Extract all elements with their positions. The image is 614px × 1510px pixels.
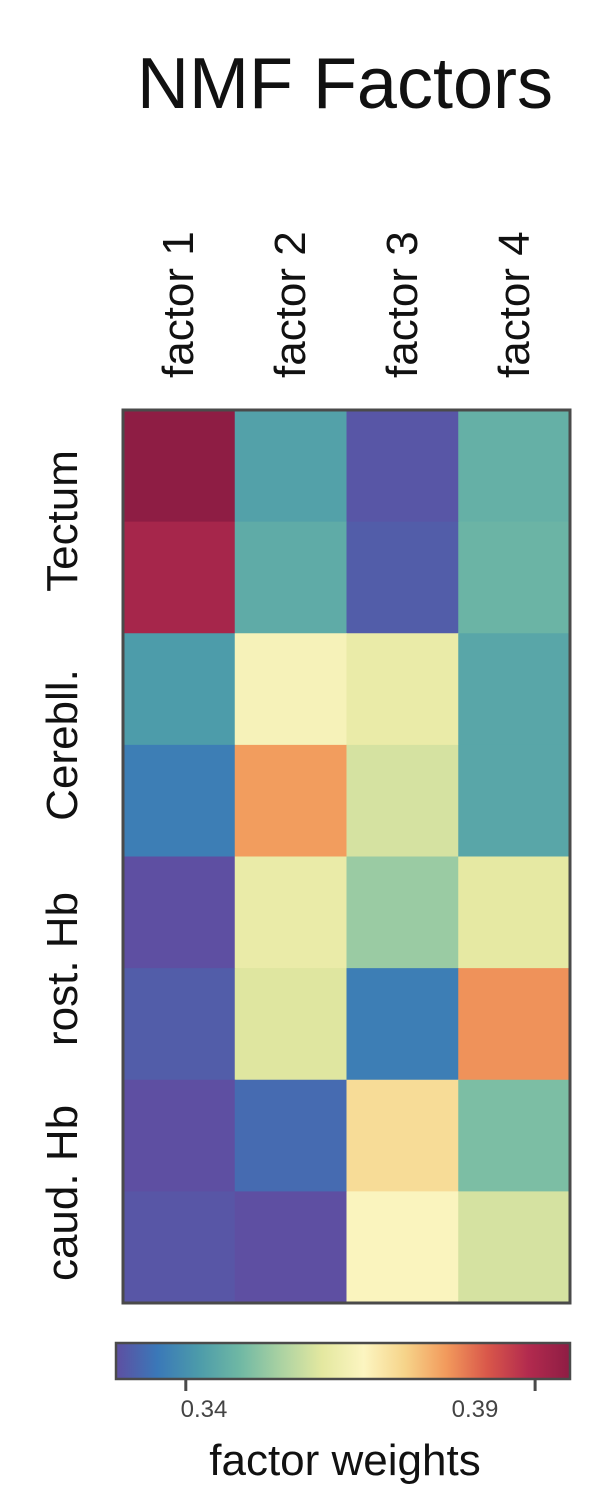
- heatmap-cell-r2-c3: [346, 521, 459, 634]
- heatmap-cell-r1-c4: [458, 410, 571, 523]
- heatmap-cell-r3-c3: [346, 633, 459, 746]
- heatmap-cell-r3-c2: [234, 633, 348, 746]
- heatmap-cell-r6-c4: [458, 968, 571, 1081]
- column-label-factor-2: factor 2: [266, 231, 315, 378]
- row-labels: Tectum Cerebll. rost. Hb caud. Hb: [38, 450, 87, 1281]
- heatmap-cell-r4-c2: [234, 744, 348, 858]
- column-label-factor-3: factor 3: [378, 231, 427, 378]
- column-label-factor-4: factor 4: [490, 231, 539, 378]
- heatmap-cell-r6-c3: [346, 968, 459, 1081]
- heatmap-cells: [123, 410, 571, 1304]
- heatmap-cell-r5-c1: [123, 856, 236, 969]
- heatmap-cell-r7-c1: [123, 1079, 236, 1192]
- heatmap-cell-r7-c3: [346, 1079, 459, 1192]
- heatmap-cell-r8-c3: [346, 1191, 459, 1304]
- heatmap-cell-r1-c3: [346, 410, 459, 523]
- colorbar-tick-label-1: 0.39: [452, 1396, 499, 1423]
- heatmap-cell-r1-c2: [234, 410, 348, 523]
- heatmap-cell-r3-c1: [123, 633, 236, 746]
- row-label-rost-hb: rost. Hb: [38, 892, 87, 1046]
- heatmap-cell-r4-c4: [458, 744, 571, 858]
- heatmap-cell-r5-c2: [234, 856, 348, 969]
- heatmap-cell-r2-c1: [123, 521, 236, 634]
- heatmap-frame: [121, 408, 572, 1305]
- heatmap-cell-r1-c1: [123, 410, 236, 523]
- heatmap-cell-r3-c4: [458, 633, 571, 746]
- heatmap-cell-r2-c4: [458, 521, 571, 634]
- colorbar: [114, 1341, 572, 1381]
- heatmap-cell-r7-c2: [234, 1079, 348, 1192]
- column-label-factor-1: factor 1: [154, 231, 203, 378]
- heatmap-cell-r8-c2: [234, 1191, 348, 1304]
- colorbar-label: factor weights: [209, 1436, 480, 1485]
- colorbar-ticks: [184, 1379, 537, 1391]
- heatmap-cell-r6-c1: [123, 968, 236, 1081]
- colorbar-tick-label-0: 0.34: [181, 1396, 228, 1423]
- heatmap-cell-r2-c2: [234, 521, 348, 634]
- row-label-caud-hb: caud. Hb: [38, 1105, 87, 1281]
- heatmap-cell-r4-c3: [346, 744, 459, 858]
- heatmap-cell-r5-c4: [458, 856, 571, 969]
- row-label-cerebll: Cerebll.: [38, 669, 87, 821]
- heatmap-cell-r8-c4: [458, 1191, 571, 1304]
- heatmap-cell-r4-c1: [123, 744, 236, 858]
- heatmap-cell-r7-c4: [458, 1079, 571, 1192]
- column-labels: factor 1 factor 2 factor 3 factor 4: [154, 231, 539, 378]
- heatmap-cell-r6-c2: [234, 968, 348, 1081]
- heatmap-cell-r8-c1: [123, 1191, 236, 1304]
- heatmap-cell-r5-c3: [346, 856, 459, 969]
- chart-title: NMF Factors: [137, 44, 553, 124]
- row-label-tectum: Tectum: [38, 450, 87, 592]
